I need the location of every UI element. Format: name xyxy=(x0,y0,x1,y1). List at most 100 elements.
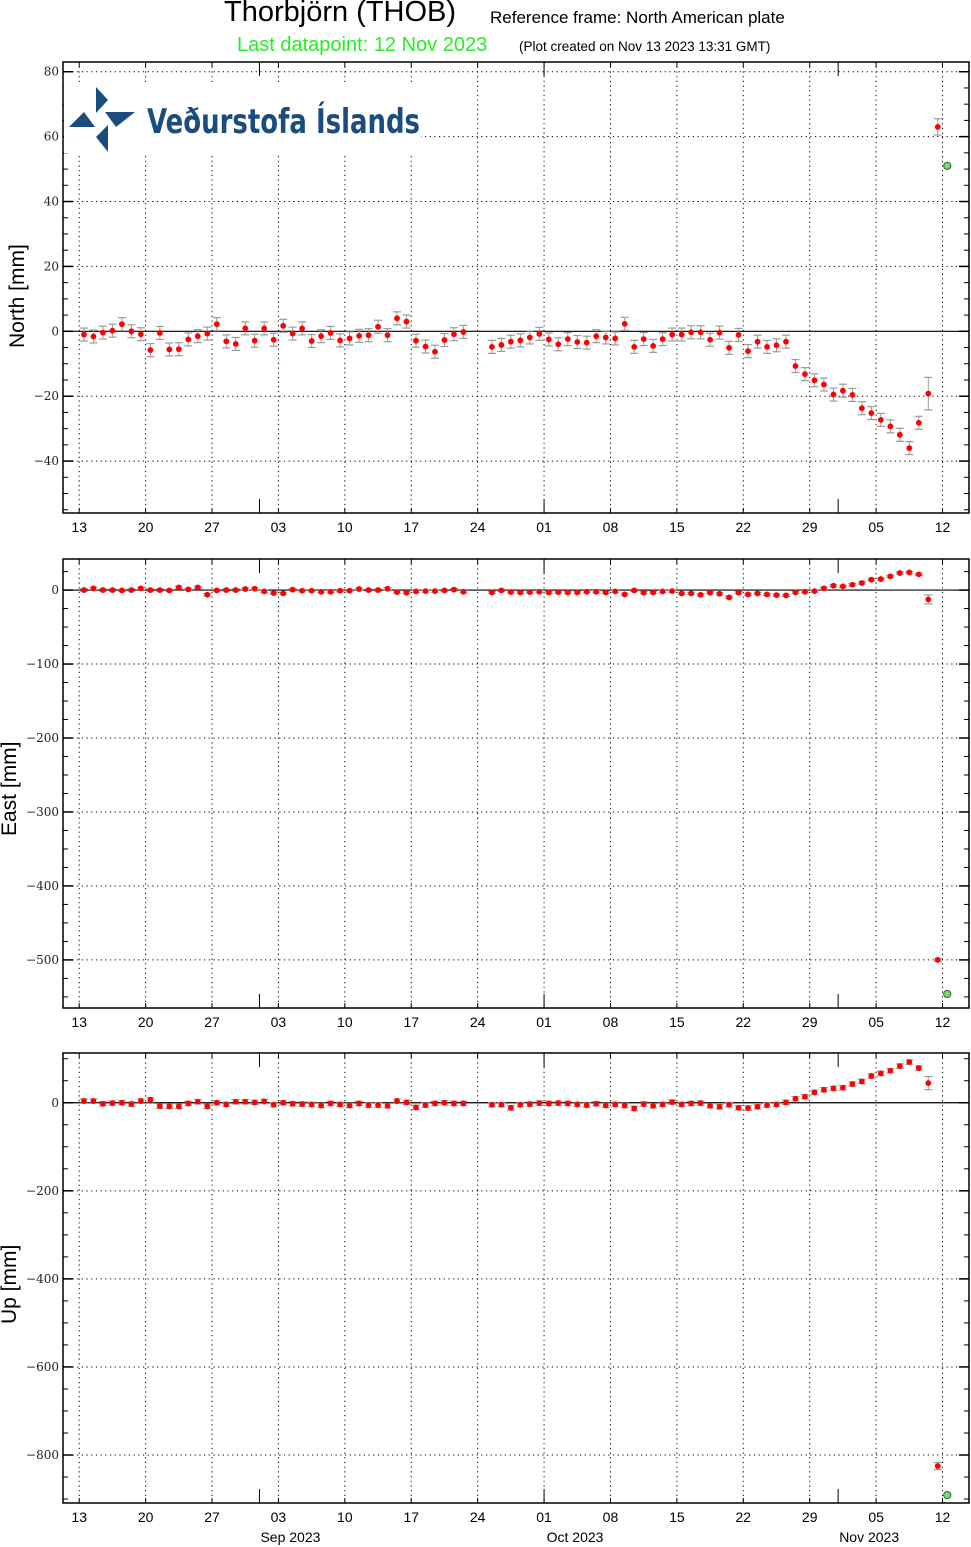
data-marker xyxy=(109,1100,116,1107)
data-point xyxy=(108,323,117,338)
data-point xyxy=(715,1103,724,1110)
data-marker xyxy=(175,584,182,591)
data-marker xyxy=(764,1102,770,1108)
y-tick-label: −200 xyxy=(26,731,59,745)
data-marker xyxy=(327,330,334,336)
data-point xyxy=(411,1104,420,1111)
data-point xyxy=(355,328,364,343)
data-marker xyxy=(223,587,230,593)
data-point xyxy=(933,957,942,963)
logo-shape-left xyxy=(69,112,95,127)
x-tick-label: 10 xyxy=(337,1014,353,1030)
data-marker xyxy=(460,1100,467,1107)
data-point xyxy=(544,332,553,347)
data-marker xyxy=(934,957,941,963)
data-point xyxy=(791,1095,800,1102)
data-point xyxy=(620,1102,629,1109)
data-point xyxy=(554,1100,563,1107)
data-marker xyxy=(678,590,685,597)
data-marker xyxy=(621,591,628,598)
x-tick-label: 15 xyxy=(669,1509,685,1525)
data-point xyxy=(876,412,885,427)
data-point xyxy=(924,376,933,411)
data-point xyxy=(829,1085,838,1092)
data-point xyxy=(734,1104,743,1111)
data-marker xyxy=(213,587,220,594)
data-point xyxy=(165,342,174,357)
latest-data-marker xyxy=(943,1490,952,1500)
data-marker xyxy=(488,1101,495,1108)
data-marker xyxy=(232,341,239,347)
data-point xyxy=(98,587,107,593)
data-point xyxy=(582,335,591,350)
data-marker xyxy=(555,1100,562,1107)
data-point xyxy=(288,326,297,341)
y-tick-label: −600 xyxy=(26,1360,59,1374)
data-point xyxy=(715,325,724,340)
data-point xyxy=(364,1102,373,1108)
data-marker xyxy=(574,1101,581,1108)
data-marker xyxy=(811,588,818,595)
data-point xyxy=(250,333,259,348)
logo-shape-bottom xyxy=(96,125,108,152)
data-marker xyxy=(384,332,391,339)
data-point xyxy=(241,586,250,592)
data-point xyxy=(89,1098,98,1104)
north-axis-label: North [mm] xyxy=(6,244,29,348)
data-marker xyxy=(915,419,922,426)
data-point xyxy=(430,344,439,359)
data-marker xyxy=(261,325,268,332)
data-marker xyxy=(773,592,780,598)
data-point xyxy=(649,589,658,596)
data-point xyxy=(383,328,392,343)
data-marker xyxy=(270,336,277,343)
data-point xyxy=(355,1100,364,1107)
data-point xyxy=(611,588,620,595)
data-marker xyxy=(821,381,827,388)
data-point xyxy=(563,332,572,347)
x-tick-label: 08 xyxy=(603,519,619,535)
data-point xyxy=(819,1086,828,1093)
data-marker xyxy=(640,589,647,596)
data-marker xyxy=(840,1084,846,1091)
data-marker xyxy=(583,1102,590,1108)
data-marker xyxy=(802,1093,808,1100)
data-point xyxy=(601,1102,610,1109)
x-tick-label: 13 xyxy=(71,519,87,535)
data-marker xyxy=(811,377,818,384)
data-point xyxy=(696,325,705,340)
data-marker xyxy=(346,1102,353,1109)
data-point xyxy=(136,327,145,342)
data-point xyxy=(554,589,563,595)
data-point xyxy=(649,1102,658,1109)
data-point xyxy=(402,314,411,329)
x-tick-label: 05 xyxy=(868,1014,884,1030)
data-point xyxy=(791,589,800,596)
data-point xyxy=(393,311,402,326)
data-point xyxy=(763,1102,772,1108)
data-marker xyxy=(821,585,827,592)
y-tick-label: −200 xyxy=(26,1184,59,1198)
x-tick-label: 05 xyxy=(868,519,884,535)
data-point xyxy=(459,1100,468,1107)
data-marker xyxy=(251,1099,258,1106)
data-marker xyxy=(213,1099,220,1106)
data-marker xyxy=(915,571,922,578)
data-marker xyxy=(375,1102,381,1108)
data-marker xyxy=(375,323,381,330)
data-point xyxy=(658,1101,667,1108)
data-point xyxy=(108,1100,117,1107)
data-marker xyxy=(185,586,192,593)
data-marker xyxy=(887,573,894,580)
data-point xyxy=(336,587,345,594)
data-marker xyxy=(868,1073,875,1079)
data-point xyxy=(421,588,430,595)
data-point xyxy=(430,588,439,595)
data-point xyxy=(706,1102,715,1109)
data-marker xyxy=(821,1086,827,1093)
data-marker xyxy=(745,591,751,598)
data-marker xyxy=(707,1102,713,1109)
data-point xyxy=(924,594,933,605)
data-marker xyxy=(147,1096,154,1103)
data-marker xyxy=(735,331,742,338)
